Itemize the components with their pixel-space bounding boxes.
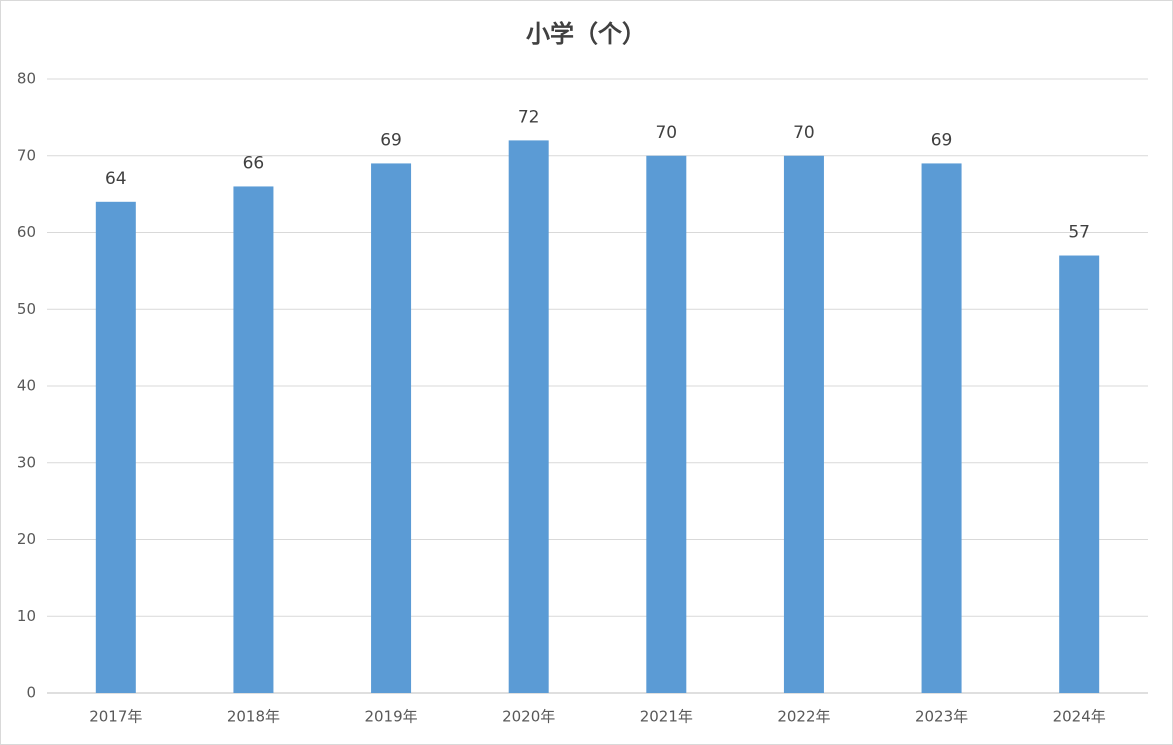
x-tick-label: 2024年 bbox=[1053, 708, 1106, 726]
y-tick-label: 20 bbox=[17, 530, 36, 548]
x-tick-label: 2018年 bbox=[227, 708, 280, 726]
x-tick-label: 2021年 bbox=[640, 708, 693, 726]
data-label: 69 bbox=[380, 130, 402, 150]
bar bbox=[95, 201, 136, 694]
x-tick-label: 2020年 bbox=[502, 708, 555, 726]
bar bbox=[371, 163, 412, 694]
bar bbox=[508, 140, 549, 693]
bar bbox=[921, 163, 962, 694]
x-tick-label: 2022年 bbox=[777, 708, 830, 726]
data-label: 57 bbox=[1068, 223, 1090, 243]
x-tick-label: 2019年 bbox=[364, 708, 417, 726]
bar bbox=[1059, 255, 1100, 693]
data-label: 66 bbox=[243, 153, 265, 173]
y-tick-label: 30 bbox=[17, 453, 36, 471]
y-tick-label: 10 bbox=[17, 607, 36, 625]
x-tick-label: 2017年 bbox=[89, 708, 142, 726]
y-tick-label: 70 bbox=[17, 146, 36, 164]
y-tick-label: 0 bbox=[26, 684, 36, 702]
x-tick-label: 2023年 bbox=[915, 708, 968, 726]
data-label: 69 bbox=[931, 130, 953, 150]
y-tick-label: 40 bbox=[17, 377, 36, 395]
chart-title: 小学（个） bbox=[526, 20, 646, 48]
bar bbox=[783, 155, 824, 693]
bar bbox=[646, 155, 687, 693]
data-label: 72 bbox=[518, 107, 540, 127]
y-tick-label: 50 bbox=[17, 300, 36, 318]
data-label: 64 bbox=[105, 169, 127, 189]
y-tick-label: 80 bbox=[17, 70, 36, 88]
bar bbox=[233, 186, 274, 693]
data-label: 70 bbox=[793, 123, 815, 143]
data-label: 70 bbox=[655, 123, 677, 143]
y-tick-label: 60 bbox=[17, 223, 36, 241]
